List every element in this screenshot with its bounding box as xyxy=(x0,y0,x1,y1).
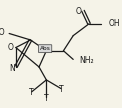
Text: T: T xyxy=(29,88,34,97)
Text: T: T xyxy=(44,94,49,103)
Text: OH: OH xyxy=(109,19,120,28)
Text: NH₂: NH₂ xyxy=(79,56,94,65)
Text: HO: HO xyxy=(0,28,5,37)
Text: Abs: Abs xyxy=(40,46,51,51)
Text: O: O xyxy=(75,7,81,16)
FancyBboxPatch shape xyxy=(39,45,52,53)
Text: O: O xyxy=(8,43,13,52)
Text: N: N xyxy=(9,64,15,73)
Text: T: T xyxy=(59,85,63,94)
